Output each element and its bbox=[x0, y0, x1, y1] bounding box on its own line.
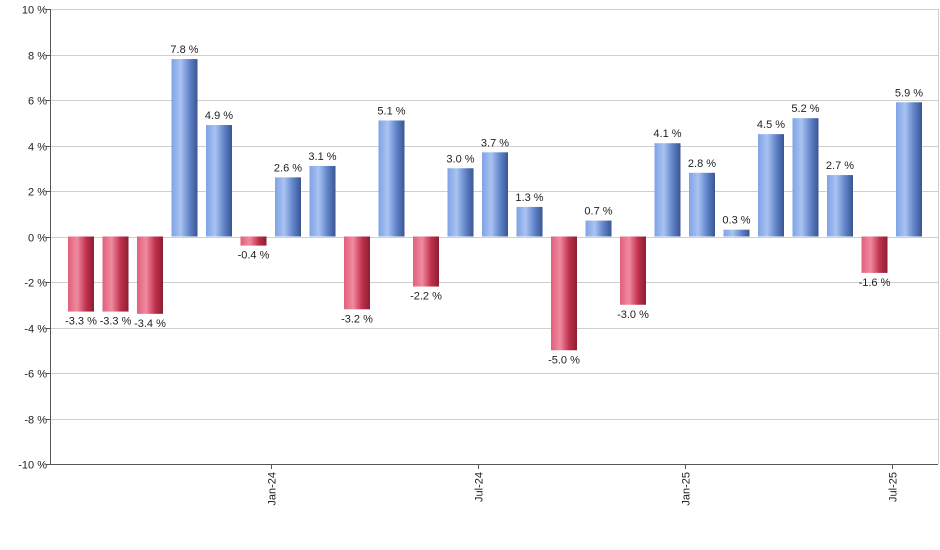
bar bbox=[275, 177, 301, 237]
bar bbox=[137, 236, 163, 314]
bar bbox=[309, 165, 336, 237]
data-label: -2.2 % bbox=[410, 291, 442, 303]
data-label: 2.8 % bbox=[688, 158, 716, 170]
x-axis-tick-labels: Jan-24 Jul-24 Jan-25 Jul-25 bbox=[267, 464, 900, 506]
y-tick-label: -8 % bbox=[24, 415, 47, 427]
bar bbox=[378, 120, 405, 237]
bar bbox=[551, 236, 577, 351]
bars bbox=[68, 59, 922, 351]
data-labels: -3.3 % -3.3 % -3.4 %7.8 %4.9 %-0.4 %2.6 %3… bbox=[65, 44, 923, 366]
y-tick-label: 6 % bbox=[28, 96, 47, 108]
data-label: 0.7 % bbox=[584, 206, 612, 218]
data-label: 7.8 % bbox=[170, 44, 198, 56]
y-tick-label: 0 % bbox=[28, 233, 47, 245]
data-label: 5.2 % bbox=[791, 103, 819, 115]
bar bbox=[620, 236, 646, 305]
bar bbox=[585, 220, 612, 237]
y-tick-label: 8 % bbox=[28, 51, 47, 63]
y-tick-label: -4 % bbox=[24, 324, 47, 336]
data-label: -3.4 % bbox=[134, 318, 166, 330]
y-tick-label: 10 % bbox=[22, 5, 47, 17]
data-label: 5.9 % bbox=[895, 87, 923, 99]
y-tick-label: 4 % bbox=[28, 142, 47, 154]
x-tick-label: Jan-25 bbox=[681, 472, 693, 506]
y-tick-label: -2 % bbox=[24, 278, 47, 290]
data-label: 5.1 % bbox=[377, 105, 405, 117]
data-label: 3.1 % bbox=[308, 151, 336, 163]
bar bbox=[447, 168, 474, 237]
bar bbox=[102, 236, 129, 312]
data-label: -0.4 % bbox=[238, 250, 270, 262]
bar bbox=[723, 229, 750, 237]
bar bbox=[240, 236, 267, 246]
data-label: -3.3 % bbox=[100, 316, 132, 328]
data-label: 0.3 % bbox=[722, 215, 750, 227]
bar bbox=[896, 102, 922, 237]
bar bbox=[171, 59, 198, 237]
bar bbox=[482, 152, 508, 237]
data-label: 3.0 % bbox=[446, 153, 474, 165]
data-label: 3.7 % bbox=[481, 137, 509, 149]
bar bbox=[68, 236, 94, 312]
data-label: 2.6 % bbox=[274, 162, 302, 174]
axes bbox=[50, 9, 938, 465]
data-label: 2.7 % bbox=[826, 160, 854, 172]
x-tick-label: Jan-24 bbox=[267, 472, 279, 506]
bar bbox=[861, 236, 888, 273]
bar bbox=[792, 118, 819, 237]
data-label: 4.5 % bbox=[757, 119, 785, 131]
data-label: 4.1 % bbox=[653, 128, 681, 140]
y-tick-label: -10 % bbox=[18, 460, 47, 472]
data-label: 4.9 % bbox=[205, 110, 233, 122]
x-tick-label: Jul-24 bbox=[474, 472, 486, 502]
data-label: -1.6 % bbox=[859, 277, 891, 289]
y-tick-label: -6 % bbox=[24, 369, 47, 381]
data-label: 1.3 % bbox=[515, 192, 543, 204]
bar bbox=[654, 143, 681, 237]
bar bbox=[827, 175, 853, 237]
bar bbox=[516, 206, 543, 237]
bar bbox=[758, 134, 784, 237]
data-label: -5.0 % bbox=[548, 354, 580, 366]
data-label: -3.3 % bbox=[65, 316, 97, 328]
bar bbox=[344, 236, 370, 310]
bar bbox=[689, 172, 715, 237]
y-tick-label: 2 % bbox=[28, 187, 47, 199]
bar bbox=[413, 236, 439, 287]
x-tick-label: Jul-25 bbox=[888, 472, 900, 502]
bar bbox=[206, 125, 232, 237]
data-label: -3.0 % bbox=[617, 309, 649, 321]
y-axis-tick-labels: 10 % 8 % 6 % 4 % 2 % 0 % -2 % -4 % -6 % -8 % -10 % bbox=[18, 5, 50, 472]
data-label: -3.2 % bbox=[341, 313, 373, 325]
